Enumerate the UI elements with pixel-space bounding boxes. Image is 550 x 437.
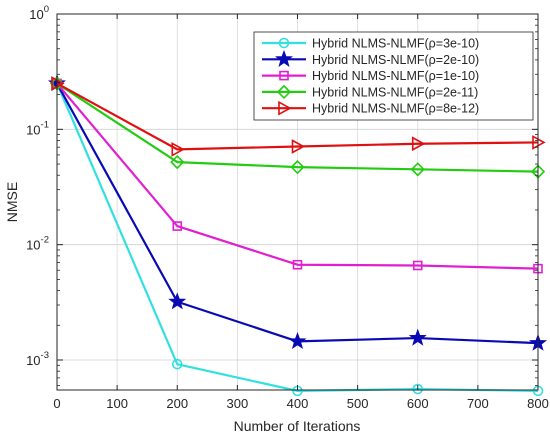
legend-label: Hybrid NLMS-NLMF(ρ=2e-10)	[312, 53, 479, 67]
circle-marker	[278, 37, 290, 49]
x-tick-label: 400	[287, 396, 309, 411]
star-marker	[408, 328, 427, 346]
square-marker	[412, 260, 423, 271]
y-tick-label: 10-3	[26, 350, 49, 368]
square-marker	[172, 221, 183, 231]
y-axis-label: NMSE	[4, 182, 20, 222]
triangle-marker	[291, 139, 306, 154]
legend-label: Hybrid NLMS-NLMF(ρ=8e-12)	[312, 102, 479, 116]
x-axis-label: Number of Iterations	[234, 418, 361, 434]
legend-label: Hybrid NLMS-NLMF(ρ=2e-11)	[312, 85, 478, 99]
legend-item: Hybrid NLMS-NLMF(ρ=1e-10)	[262, 69, 479, 83]
x-tick-label: 100	[106, 396, 128, 411]
axes: 0 100 200 300 400 500 600 700 800 100 10-1 10-2 10-3	[26, 4, 549, 411]
triangle-marker	[171, 142, 185, 157]
series-4	[49, 76, 546, 179]
grid	[57, 14, 538, 390]
diamond-marker	[276, 84, 292, 100]
star-marker	[168, 292, 187, 310]
diamond-marker	[290, 160, 305, 175]
x-tick-label: 200	[166, 396, 188, 411]
legend-item: Hybrid NLMS-NLMF(ρ=3e-10)	[262, 37, 479, 51]
square-marker	[292, 259, 303, 270]
triangle-marker	[411, 136, 426, 152]
series-line	[56, 82, 539, 270]
diamond-marker	[410, 162, 425, 177]
square-marker	[279, 70, 289, 81]
legend-item: Hybrid NLMS-NLMF(ρ=2e-10)	[262, 49, 479, 67]
x-tick-label: 0	[53, 396, 60, 411]
legend-item: Hybrid NLMS-NLMF(ρ=8e-12)	[262, 100, 479, 116]
series-line	[56, 82, 539, 151]
star-marker	[274, 49, 294, 67]
diamond-marker	[170, 154, 185, 170]
x-tick-label: 800	[527, 396, 549, 411]
legend: Hybrid NLMS-NLMF(ρ=3e-10) Hybrid NLMS-NLM…	[253, 31, 534, 121]
series-line	[56, 82, 539, 173]
x-tick-label: 300	[227, 396, 249, 411]
legend-item: Hybrid NLMS-NLMF(ρ=2e-11)	[262, 84, 478, 100]
triangle-marker	[278, 100, 292, 116]
legend-label: Hybrid NLMS-NLMF(ρ=1e-10)	[312, 69, 479, 83]
x-tick-label: 600	[407, 396, 429, 411]
circle-marker	[412, 383, 424, 395]
x-tick-label: 700	[467, 396, 489, 411]
legend-label: Hybrid NLMS-NLMF(ρ=3e-10)	[312, 37, 479, 51]
y-tick-label: 10-2	[26, 235, 49, 253]
star-marker	[288, 331, 307, 350]
y-tick-label: 100	[29, 4, 49, 22]
y-tick-label: 10-1	[26, 119, 49, 137]
circle-marker	[171, 358, 183, 370]
x-tick-label: 500	[347, 396, 369, 411]
